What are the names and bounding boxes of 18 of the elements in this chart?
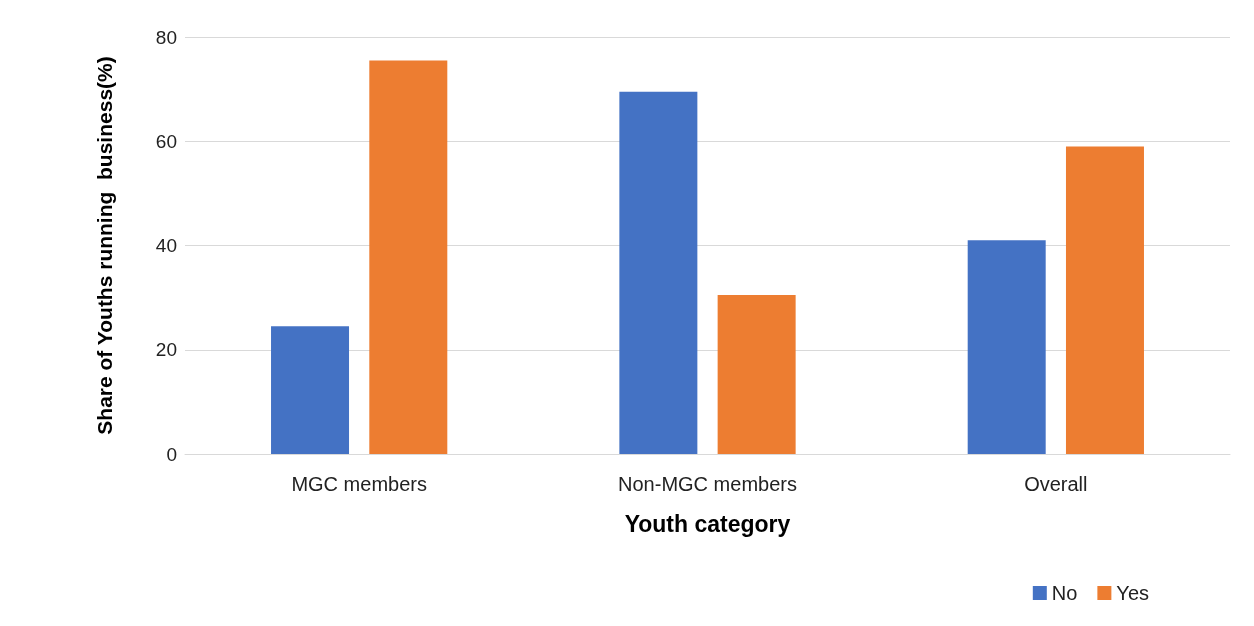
y-tick-label: 60 bbox=[155, 130, 177, 152]
bar bbox=[369, 60, 448, 454]
legend-label: Yes bbox=[1116, 582, 1150, 604]
bar bbox=[271, 326, 350, 454]
x-tick-label: MGC members bbox=[291, 473, 427, 495]
bar bbox=[1065, 146, 1144, 454]
y-tick-label: 40 bbox=[155, 235, 177, 256]
legend-label: No bbox=[1051, 582, 1078, 604]
x-axis-title: Youth category bbox=[624, 510, 791, 537]
x-tick-label: Overall bbox=[1024, 473, 1088, 495]
y-tick-label: 80 bbox=[155, 26, 177, 48]
y-axis-title: Share of Youths running business(%) bbox=[93, 56, 116, 435]
bar bbox=[717, 295, 796, 454]
y-tick-label: 0 bbox=[166, 443, 177, 465]
bar bbox=[967, 240, 1046, 454]
x-tick-label: Non-MGC members bbox=[618, 473, 797, 495]
bar bbox=[619, 91, 698, 454]
y-tick-label: 20 bbox=[155, 339, 177, 361]
